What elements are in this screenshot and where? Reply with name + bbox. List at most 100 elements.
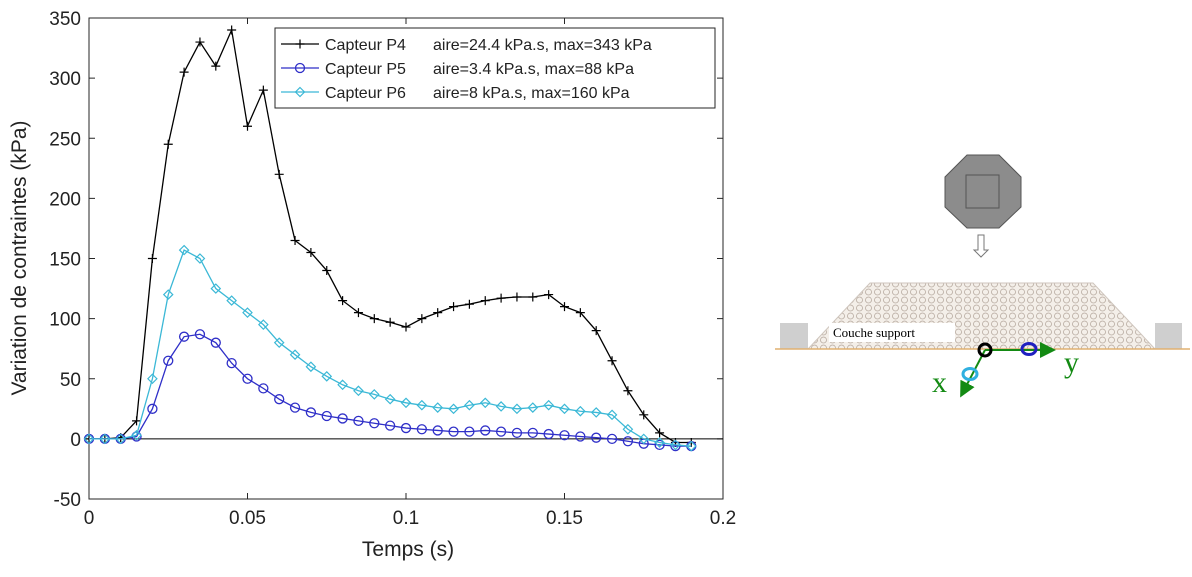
marker (511, 427, 523, 439)
marker (163, 355, 174, 366)
marker (448, 403, 459, 415)
x-arrow (960, 349, 986, 398)
marker (495, 426, 507, 437)
y-tick-label: 200 (49, 189, 81, 210)
marker (289, 349, 301, 361)
marker (337, 413, 348, 424)
marker (622, 436, 634, 447)
marker (622, 423, 634, 435)
legend: Capteur P4 aire=24.4 kPa.s, max=343 kPa Ca… (274, 27, 716, 109)
marker (527, 402, 539, 413)
marker (242, 307, 253, 318)
y-tick-label: 350 (49, 9, 81, 30)
marker (322, 266, 332, 276)
marker (131, 429, 142, 441)
marker (417, 314, 427, 324)
marker (590, 407, 602, 418)
marker (353, 415, 364, 426)
marker (575, 308, 585, 318)
marker (368, 389, 380, 400)
marker (384, 393, 396, 405)
legend-label: Capteur P6 (325, 85, 406, 102)
marker (242, 373, 253, 384)
marker (294, 62, 306, 74)
marker (369, 418, 380, 429)
load-arrow (972, 234, 990, 258)
marker (274, 394, 285, 405)
marker (607, 356, 617, 366)
legend-stats: aire=3.4 kPa.s, max=88 kPa (433, 61, 634, 78)
x-tick-label: 0.1 (393, 508, 419, 529)
marker (178, 244, 190, 256)
marker (83, 433, 95, 445)
legend-box (274, 27, 716, 109)
legend-stats: aire=8 kPa.s, max=160 kPa (433, 85, 630, 102)
x-tick-label: 0.2 (710, 508, 736, 529)
x-tick-label: 0.05 (229, 508, 266, 529)
marker (369, 314, 379, 324)
marker (575, 405, 586, 417)
marker (305, 361, 317, 373)
marker (512, 292, 522, 302)
marker (147, 254, 157, 263)
diagram: Couche support x y (775, 154, 1190, 399)
marker (227, 25, 237, 35)
marker (655, 428, 665, 438)
marker (591, 326, 601, 336)
marker (115, 433, 127, 445)
marker (338, 296, 348, 306)
marker (179, 67, 189, 77)
marker (464, 399, 475, 411)
marker (258, 85, 268, 95)
x-axis-label: Temps (s) (362, 538, 454, 561)
marker (147, 373, 158, 385)
marker (211, 61, 221, 71)
marker (321, 410, 332, 422)
marker (685, 440, 697, 452)
marker (606, 409, 618, 421)
marker (194, 253, 206, 264)
marker (559, 403, 570, 415)
marker (464, 426, 475, 437)
marker (162, 289, 174, 300)
sensor-p4 (977, 342, 993, 358)
marker (306, 247, 316, 257)
marker (575, 431, 586, 442)
marker (384, 420, 396, 431)
marker (670, 439, 681, 451)
marker (606, 433, 618, 445)
marker (544, 290, 554, 300)
y-tick-label: 150 (49, 250, 81, 271)
x-tick-label: 0.15 (546, 508, 583, 529)
sensor-p5 (1020, 342, 1038, 356)
x-tick-label: 0 (84, 508, 95, 529)
marker (511, 403, 523, 415)
marker (400, 422, 412, 434)
marker (321, 370, 333, 382)
marker (559, 430, 570, 441)
marker (163, 139, 173, 149)
marker (416, 399, 428, 411)
marker (670, 440, 681, 452)
legend-label: Capteur P5 (325, 61, 406, 78)
x-axis-name: x (932, 366, 947, 399)
y-tick-label: 0 (70, 430, 81, 451)
marker (385, 317, 395, 327)
marker (258, 383, 269, 394)
load-plate (944, 154, 1022, 229)
marker (289, 402, 301, 413)
marker (243, 121, 252, 131)
marker (258, 319, 269, 330)
marker (305, 407, 317, 418)
y-tick-label: -50 (54, 490, 81, 511)
marker (178, 331, 190, 342)
y-tick-label: 250 (49, 129, 81, 150)
marker (353, 385, 364, 397)
marker (591, 432, 602, 443)
label-box (829, 323, 955, 342)
marker (623, 386, 633, 396)
marker (432, 402, 444, 413)
series-line (89, 249, 692, 447)
marker (132, 416, 142, 426)
marker (449, 302, 459, 312)
